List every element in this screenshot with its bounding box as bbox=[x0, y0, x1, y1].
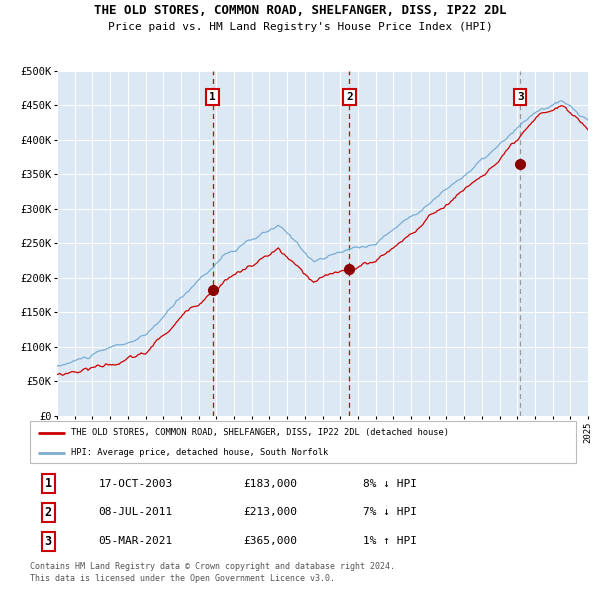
Text: This data is licensed under the Open Government Licence v3.0.: This data is licensed under the Open Gov… bbox=[30, 574, 335, 583]
Text: £183,000: £183,000 bbox=[243, 478, 297, 489]
Text: THE OLD STORES, COMMON ROAD, SHELFANGER, DISS, IP22 2DL (detached house): THE OLD STORES, COMMON ROAD, SHELFANGER,… bbox=[71, 428, 449, 437]
Text: 17-OCT-2003: 17-OCT-2003 bbox=[98, 478, 173, 489]
FancyBboxPatch shape bbox=[30, 421, 576, 463]
Text: Contains HM Land Registry data © Crown copyright and database right 2024.: Contains HM Land Registry data © Crown c… bbox=[30, 562, 395, 571]
Text: 08-JUL-2011: 08-JUL-2011 bbox=[98, 507, 173, 517]
Text: Price paid vs. HM Land Registry's House Price Index (HPI): Price paid vs. HM Land Registry's House … bbox=[107, 22, 493, 32]
Text: 2: 2 bbox=[44, 506, 52, 519]
Text: 8% ↓ HPI: 8% ↓ HPI bbox=[363, 478, 417, 489]
Text: THE OLD STORES, COMMON ROAD, SHELFANGER, DISS, IP22 2DL: THE OLD STORES, COMMON ROAD, SHELFANGER,… bbox=[94, 4, 506, 17]
Text: 2: 2 bbox=[346, 92, 353, 102]
Text: 05-MAR-2021: 05-MAR-2021 bbox=[98, 536, 173, 546]
Text: 3: 3 bbox=[44, 535, 52, 548]
Text: 1: 1 bbox=[44, 477, 52, 490]
Text: 1: 1 bbox=[209, 92, 216, 102]
Text: 1% ↑ HPI: 1% ↑ HPI bbox=[363, 536, 417, 546]
Text: 7% ↓ HPI: 7% ↓ HPI bbox=[363, 507, 417, 517]
Text: 3: 3 bbox=[517, 92, 524, 102]
Text: £213,000: £213,000 bbox=[243, 507, 297, 517]
Text: £365,000: £365,000 bbox=[243, 536, 297, 546]
Text: HPI: Average price, detached house, South Norfolk: HPI: Average price, detached house, Sout… bbox=[71, 448, 328, 457]
